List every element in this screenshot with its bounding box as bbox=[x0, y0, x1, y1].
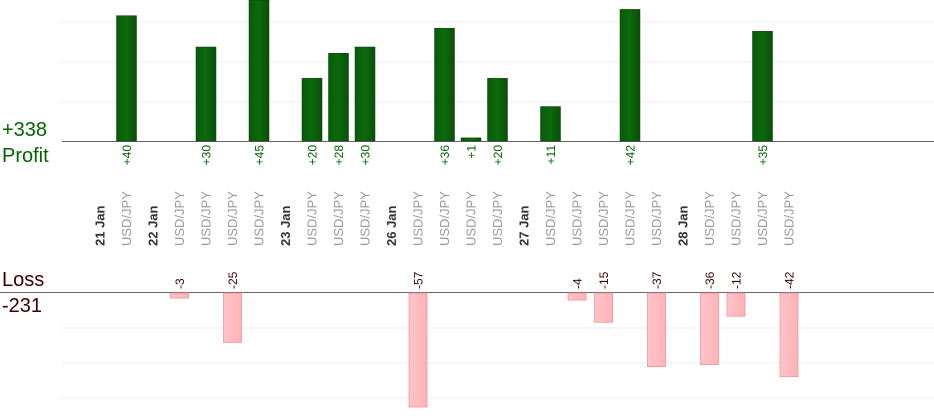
pair-label: USD/JPY bbox=[358, 191, 373, 246]
pair-label: USD/JPY bbox=[305, 191, 320, 246]
loss-bar bbox=[408, 292, 428, 408]
loss-bar bbox=[726, 292, 746, 317]
loss-bar bbox=[567, 292, 587, 301]
loss-value-label: -57 bbox=[412, 271, 426, 289]
profit-bar bbox=[487, 78, 508, 142]
loss-value-label: -36 bbox=[703, 271, 717, 289]
loss-bar bbox=[223, 292, 242, 343]
pair-label: USD/JPY bbox=[172, 191, 187, 246]
loss-label: Loss bbox=[2, 269, 45, 291]
date-label: 21 Jan bbox=[93, 205, 108, 246]
profit-bar bbox=[248, 0, 270, 142]
profit-value-label: +30 bbox=[200, 145, 214, 166]
pair-label: USD/JPY bbox=[543, 191, 558, 246]
pair-label: USD/JPY bbox=[331, 191, 346, 246]
pair-label: USD/JPY bbox=[782, 191, 797, 246]
profit-value-label: +20 bbox=[306, 145, 320, 166]
pair-label: USD/JPY bbox=[596, 191, 611, 246]
loss-value-label: -4 bbox=[571, 278, 585, 289]
profit-value-label: +40 bbox=[120, 145, 134, 166]
profit-value-label: +20 bbox=[491, 145, 505, 166]
profit-bar bbox=[752, 31, 773, 142]
date-label: 27 Jan bbox=[517, 205, 532, 246]
date-label: 22 Jan bbox=[146, 205, 161, 246]
profit-bar bbox=[328, 53, 349, 142]
profit-bar bbox=[460, 137, 482, 142]
pair-label: USD/JPY bbox=[119, 191, 134, 246]
pair-label: USD/JPY bbox=[729, 191, 744, 246]
profit-value-label: +28 bbox=[332, 145, 346, 166]
profit-bar bbox=[195, 46, 217, 142]
pair-label: USD/JPY bbox=[199, 191, 214, 246]
loss-total: -231 bbox=[2, 295, 43, 317]
profit-value-label: +42 bbox=[624, 145, 638, 166]
profit-value-label: +36 bbox=[438, 145, 452, 166]
profit-bar bbox=[354, 46, 376, 142]
profit-bar bbox=[301, 78, 323, 142]
loss-bar bbox=[647, 292, 666, 367]
loss-bar bbox=[594, 292, 613, 323]
loss-value-label: -15 bbox=[597, 271, 611, 289]
loss-value-label: -3 bbox=[173, 278, 187, 289]
date-label: 28 Jan bbox=[676, 205, 691, 246]
pair-label: USD/JPY bbox=[225, 191, 240, 246]
profit-bar bbox=[540, 106, 561, 142]
profit-value-label: +1 bbox=[465, 145, 479, 159]
profit-value-label: +45 bbox=[253, 145, 267, 166]
profit-value-label: +11 bbox=[544, 145, 558, 165]
date-label: 26 Jan bbox=[384, 205, 399, 246]
loss-value-label: -37 bbox=[650, 271, 664, 289]
profit-total: +338 bbox=[2, 119, 48, 141]
pair-label: USD/JPY bbox=[649, 191, 664, 246]
pair-label: USD/JPY bbox=[252, 191, 267, 246]
pair-label: USD/JPY bbox=[490, 191, 505, 246]
loss-value-label: -42 bbox=[783, 271, 797, 289]
profit-value-label: +35 bbox=[756, 145, 770, 166]
profit-bar bbox=[434, 27, 455, 142]
pair-label: USD/JPY bbox=[623, 191, 638, 246]
profit-bar bbox=[116, 15, 137, 142]
loss-value-label: -12 bbox=[730, 271, 744, 289]
pair-label: USD/JPY bbox=[570, 191, 585, 246]
pair-label: USD/JPY bbox=[702, 191, 717, 246]
pair-label: USD/JPY bbox=[755, 191, 770, 246]
loss-bar bbox=[170, 292, 189, 299]
date-label: 23 Jan bbox=[278, 205, 293, 246]
pair-label: USD/JPY bbox=[464, 191, 479, 246]
profit-bar bbox=[619, 9, 641, 142]
loss-value-label: -25 bbox=[226, 271, 240, 289]
pair-label: USD/JPY bbox=[411, 191, 426, 246]
pair-label: USD/JPY bbox=[437, 191, 452, 246]
loss-bar bbox=[700, 292, 719, 365]
profit-value-label: +30 bbox=[359, 145, 373, 166]
profit-label: Profit bbox=[2, 145, 49, 167]
loss-bar bbox=[779, 292, 799, 378]
